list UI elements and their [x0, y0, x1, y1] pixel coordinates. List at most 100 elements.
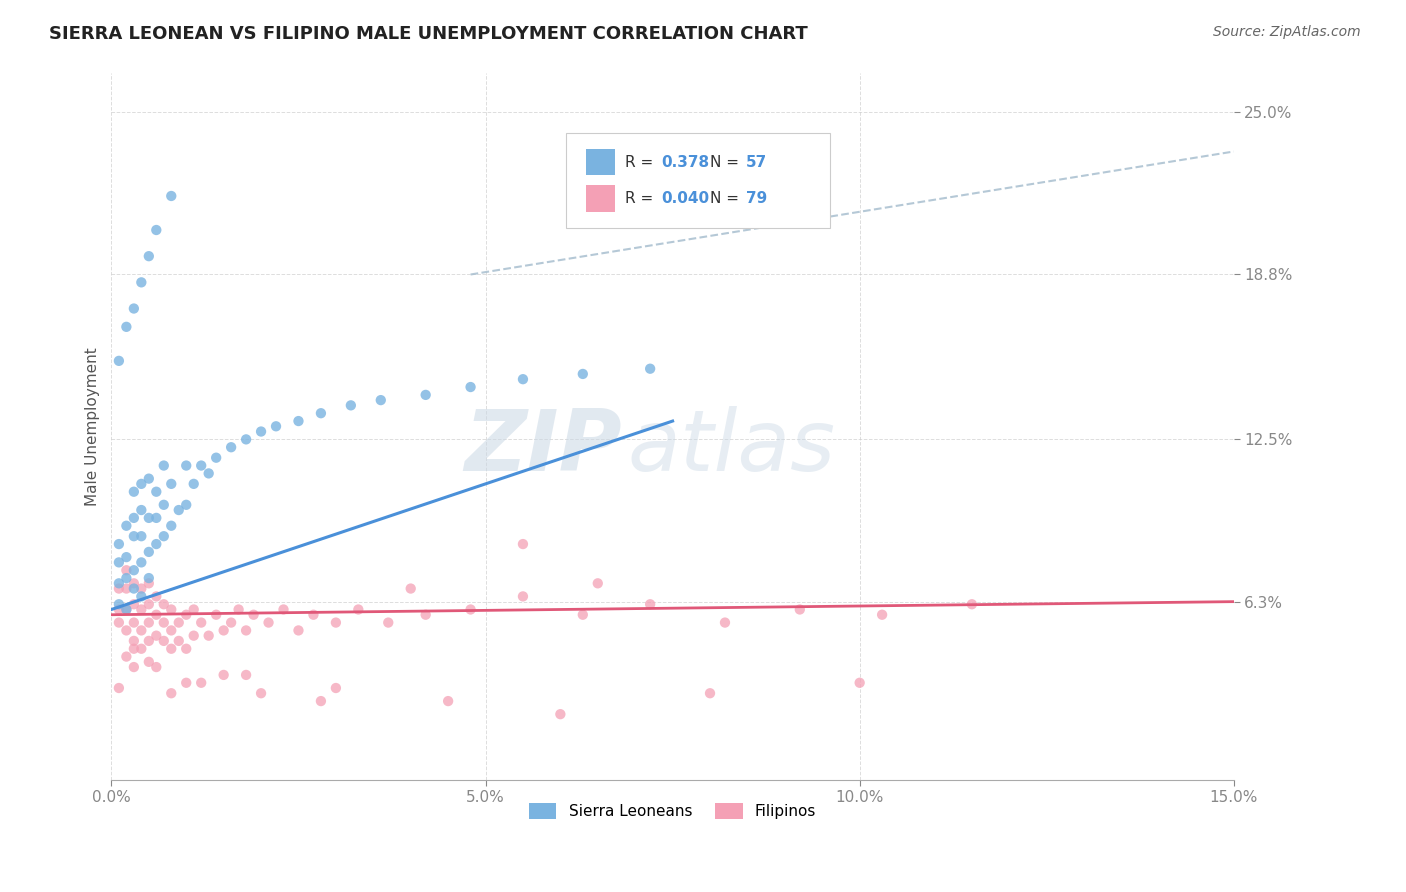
- Point: [145, 629, 167, 643]
- Point: [131, 582, 153, 596]
- Point: [325, 615, 347, 630]
- Point: [789, 602, 811, 616]
- Point: [250, 686, 273, 700]
- Point: [138, 511, 160, 525]
- Point: [512, 537, 534, 551]
- Point: [131, 641, 153, 656]
- Point: [122, 529, 145, 543]
- Point: [309, 406, 332, 420]
- Point: [145, 607, 167, 622]
- Point: [160, 189, 183, 203]
- Bar: [586, 149, 616, 176]
- Point: [235, 624, 257, 638]
- Point: [138, 597, 160, 611]
- Point: [167, 633, 190, 648]
- Point: [160, 518, 183, 533]
- Point: [138, 571, 160, 585]
- Point: [460, 380, 482, 394]
- Point: [264, 419, 287, 434]
- Point: [122, 563, 145, 577]
- Point: [131, 602, 153, 616]
- Point: [572, 367, 595, 381]
- Point: [287, 414, 309, 428]
- Point: [160, 624, 183, 638]
- Point: [108, 597, 131, 611]
- Point: [131, 476, 153, 491]
- Point: [108, 537, 131, 551]
- Point: [572, 607, 595, 622]
- Point: [145, 223, 167, 237]
- Point: [152, 633, 174, 648]
- Point: [160, 686, 183, 700]
- Bar: [586, 186, 616, 212]
- Text: N =: N =: [710, 191, 744, 206]
- Point: [145, 511, 167, 525]
- Point: [138, 615, 160, 630]
- Point: [115, 602, 138, 616]
- Point: [174, 675, 197, 690]
- Point: [512, 590, 534, 604]
- Point: [122, 301, 145, 316]
- Point: [250, 425, 273, 439]
- Point: [145, 590, 167, 604]
- Point: [167, 615, 190, 630]
- Point: [287, 624, 309, 638]
- Point: [131, 529, 153, 543]
- Text: N =: N =: [710, 154, 744, 169]
- Point: [638, 597, 661, 611]
- Point: [122, 582, 145, 596]
- Point: [108, 602, 131, 616]
- Point: [115, 563, 138, 577]
- Point: [160, 641, 183, 656]
- Point: [174, 607, 197, 622]
- Point: [138, 472, 160, 486]
- Text: ZIP: ZIP: [464, 406, 621, 489]
- Point: [273, 602, 295, 616]
- Point: [115, 582, 138, 596]
- Point: [115, 602, 138, 616]
- Point: [377, 615, 399, 630]
- Point: [115, 518, 138, 533]
- Point: [138, 655, 160, 669]
- Point: [131, 555, 153, 569]
- Point: [183, 476, 205, 491]
- Point: [108, 582, 131, 596]
- Point: [115, 319, 138, 334]
- Y-axis label: Male Unemployment: Male Unemployment: [86, 347, 100, 506]
- Point: [512, 372, 534, 386]
- Point: [257, 615, 280, 630]
- Point: [228, 602, 250, 616]
- Text: R =: R =: [626, 154, 658, 169]
- Point: [183, 602, 205, 616]
- Point: [108, 555, 131, 569]
- Point: [205, 607, 228, 622]
- Point: [152, 529, 174, 543]
- Point: [138, 545, 160, 559]
- Text: 0.378: 0.378: [661, 154, 710, 169]
- Point: [340, 398, 363, 412]
- Point: [145, 660, 167, 674]
- Point: [122, 597, 145, 611]
- Point: [122, 576, 145, 591]
- Text: R =: R =: [626, 191, 658, 206]
- Point: [122, 633, 145, 648]
- Point: [115, 550, 138, 565]
- Point: [131, 590, 153, 604]
- Point: [122, 641, 145, 656]
- Point: [190, 615, 212, 630]
- Point: [152, 615, 174, 630]
- Point: [197, 629, 219, 643]
- Point: [138, 249, 160, 263]
- Point: [235, 433, 257, 447]
- Point: [219, 615, 242, 630]
- Point: [960, 597, 983, 611]
- Point: [714, 615, 737, 630]
- Point: [174, 498, 197, 512]
- Text: 0.040: 0.040: [661, 191, 710, 206]
- Point: [122, 615, 145, 630]
- FancyBboxPatch shape: [567, 133, 830, 228]
- Point: [174, 458, 197, 473]
- Point: [145, 537, 167, 551]
- Text: atlas: atlas: [627, 406, 835, 489]
- Point: [122, 511, 145, 525]
